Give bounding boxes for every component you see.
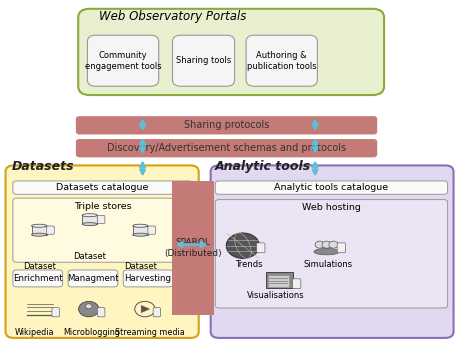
Ellipse shape [82, 222, 97, 226]
Ellipse shape [82, 214, 97, 217]
FancyBboxPatch shape [31, 226, 47, 235]
FancyBboxPatch shape [172, 181, 213, 315]
FancyBboxPatch shape [172, 35, 234, 86]
FancyBboxPatch shape [76, 116, 376, 134]
FancyBboxPatch shape [78, 9, 383, 95]
Ellipse shape [133, 233, 148, 236]
FancyBboxPatch shape [336, 243, 345, 253]
FancyBboxPatch shape [246, 35, 317, 86]
Circle shape [226, 233, 259, 258]
FancyBboxPatch shape [215, 181, 447, 194]
Circle shape [78, 301, 99, 317]
Text: Harvesting: Harvesting [124, 274, 171, 283]
FancyBboxPatch shape [13, 270, 62, 287]
FancyBboxPatch shape [68, 270, 118, 287]
Text: Managment: Managment [67, 274, 118, 283]
Text: Datasets: Datasets [11, 160, 74, 173]
Text: Streaming media: Streaming media [115, 328, 185, 337]
FancyBboxPatch shape [13, 198, 192, 262]
Text: Visualisations: Visualisations [246, 291, 304, 300]
Text: Dataset: Dataset [73, 252, 106, 261]
Text: Discovery/Advertisement schemas and protocols: Discovery/Advertisement schemas and prot… [107, 143, 346, 153]
FancyBboxPatch shape [265, 272, 292, 288]
Text: Enrichment: Enrichment [13, 274, 62, 283]
Text: Analytic tools: Analytic tools [215, 160, 311, 173]
FancyBboxPatch shape [97, 215, 105, 224]
Circle shape [321, 241, 330, 248]
Text: Community
engagement tools: Community engagement tools [84, 51, 161, 71]
FancyBboxPatch shape [97, 308, 105, 317]
Polygon shape [141, 306, 149, 313]
Text: Simulations: Simulations [303, 260, 352, 269]
Ellipse shape [313, 249, 339, 255]
FancyBboxPatch shape [153, 308, 160, 317]
Text: Dataset: Dataset [123, 262, 157, 271]
FancyBboxPatch shape [87, 35, 158, 86]
Ellipse shape [32, 233, 47, 236]
Text: Sharing tools: Sharing tools [175, 56, 231, 65]
Text: SPARQL
(Distributed): SPARQL (Distributed) [164, 238, 222, 258]
FancyBboxPatch shape [13, 181, 192, 194]
Text: Dataset: Dataset [22, 262, 56, 271]
Text: Authoring &
publication tools: Authoring & publication tools [246, 51, 316, 71]
FancyBboxPatch shape [256, 243, 264, 253]
FancyBboxPatch shape [6, 165, 198, 338]
FancyBboxPatch shape [210, 165, 453, 338]
FancyBboxPatch shape [47, 226, 54, 234]
FancyBboxPatch shape [52, 308, 59, 317]
FancyBboxPatch shape [148, 226, 155, 234]
Text: Datasets catalogue: Datasets catalogue [56, 183, 148, 192]
FancyBboxPatch shape [123, 270, 173, 287]
Text: Analytic tools catalogue: Analytic tools catalogue [274, 183, 388, 192]
FancyBboxPatch shape [292, 279, 300, 289]
Text: Web Observatory Portals: Web Observatory Portals [99, 10, 246, 23]
Circle shape [314, 241, 324, 248]
Circle shape [328, 241, 337, 248]
FancyBboxPatch shape [215, 200, 447, 308]
Text: Microblogging: Microblogging [63, 328, 120, 337]
Text: Wikipedia: Wikipedia [15, 328, 54, 337]
Text: Triple stores: Triple stores [73, 202, 131, 211]
Text: Trends: Trends [234, 260, 262, 269]
FancyBboxPatch shape [76, 139, 376, 157]
FancyBboxPatch shape [82, 215, 97, 224]
FancyBboxPatch shape [267, 275, 288, 287]
Ellipse shape [133, 224, 148, 227]
Text: Sharing protocols: Sharing protocols [184, 120, 269, 130]
Ellipse shape [32, 224, 47, 227]
FancyBboxPatch shape [133, 226, 148, 235]
Circle shape [85, 304, 92, 309]
Text: Web hosting: Web hosting [302, 203, 360, 212]
